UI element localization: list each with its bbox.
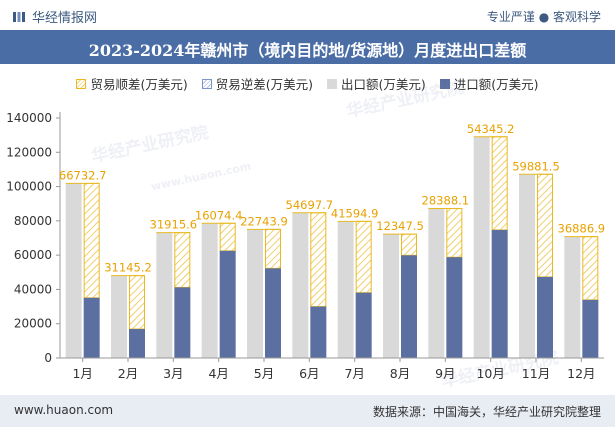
import-bar	[265, 268, 281, 358]
title-bar: 2023-2024年赣州市（境内目的地/货源地）月度进出口差额	[0, 30, 615, 64]
import-bar	[537, 276, 553, 358]
x-tick-label: 9月	[435, 366, 455, 381]
export-bar	[156, 232, 173, 358]
export-bar	[337, 221, 354, 358]
surplus-bar	[446, 208, 463, 258]
import-bar	[582, 299, 599, 358]
legend-item-deficit: 贸易逆差(万美元)	[201, 74, 313, 93]
import-bar	[310, 306, 327, 358]
surplus-bar	[491, 136, 508, 231]
legend-item-surplus: 贸易顺差(万美元)	[76, 74, 188, 93]
surplus-data-label: 16074.4	[195, 208, 243, 222]
import-bar	[174, 287, 191, 358]
export-bar	[564, 236, 581, 358]
export-bar	[428, 208, 445, 358]
brand-name: 华经情报网	[32, 11, 98, 26]
export-bar	[383, 234, 399, 358]
y-tick-label: 80000	[14, 214, 52, 228]
import-bar	[219, 250, 236, 358]
x-tick-label: 8月	[390, 366, 410, 381]
export-bar	[519, 174, 535, 358]
legend-swatch-deficit	[201, 78, 212, 89]
tagline: 专业严谨 ● 客观科学	[486, 10, 601, 24]
legend-item-import: 进口额(万美元)	[439, 74, 539, 93]
x-tick-label: 3月	[163, 366, 183, 381]
surplus-bar	[355, 220, 372, 294]
y-tick-label: 100000	[6, 180, 52, 194]
surplus-bar	[129, 275, 145, 330]
x-tick-label: 7月	[344, 366, 364, 381]
surplus-data-label: 31145.2	[104, 261, 152, 275]
x-tick-label: 11月	[522, 366, 550, 381]
import-bar	[129, 329, 145, 358]
surplus-bar	[219, 222, 236, 252]
x-axis: 1月 2月 3月 4月 5月 6月 7月 8月 9月 10月 11月 12月	[60, 357, 604, 381]
surplus-data-label: 22743.9	[240, 214, 288, 228]
chart-area: 020000400006000080000100000120000140000 …	[6, 111, 605, 381]
surplus-data-label: 36886.9	[558, 222, 606, 236]
surplus-bar	[265, 228, 281, 269]
surplus-bar	[83, 182, 100, 299]
export-bar	[111, 275, 127, 358]
y-axis: 0 20000 40000 60000 80000 100000 120000 140000	[6, 111, 61, 365]
legend-label-surplus: 贸易顺差(万美元)	[90, 77, 188, 92]
surplus-bar	[174, 232, 191, 288]
y-tick-label: 140000	[6, 111, 52, 125]
y-tick-label: 20000	[14, 317, 52, 331]
import-bar	[446, 257, 463, 358]
export-bar	[201, 223, 218, 358]
y-tick-label: 0	[44, 351, 52, 365]
y-tick-label: 40000	[14, 282, 52, 296]
footer-source: 数据来源：中国海关，华经产业研究院整理	[372, 405, 601, 419]
legend-item-export: 出口额(万美元)	[327, 74, 426, 93]
legend-label-deficit: 贸易逆差(万美元)	[215, 77, 313, 92]
export-bar	[247, 229, 263, 358]
surplus-bar	[582, 236, 599, 301]
x-tick-label: 4月	[208, 366, 228, 381]
x-tick-label: 1月	[72, 366, 92, 381]
surplus-data-label: 54697.7	[286, 198, 334, 212]
x-tick-label: 2月	[118, 366, 138, 381]
import-bar	[491, 229, 508, 358]
import-bar	[355, 292, 372, 358]
legend-label-import: 进口额(万美元)	[453, 77, 539, 92]
brand-logo-icon	[13, 11, 25, 22]
top-bar: 华经情报网 专业严谨 ● 客观科学	[0, 0, 615, 30]
import-bar	[401, 255, 417, 358]
legend-swatch-export	[327, 78, 337, 89]
y-tick-label: 60000	[14, 248, 52, 262]
x-tick-label: 12月	[567, 366, 595, 381]
export-bar	[292, 212, 309, 358]
surplus-data-label: 54345.2	[467, 122, 515, 136]
surplus-data-label: 66732.7	[59, 168, 107, 182]
x-tick-label: 5月	[254, 366, 274, 381]
x-tick-label: 10月	[476, 366, 504, 381]
export-bar	[65, 183, 82, 358]
legend-swatch-import	[439, 78, 450, 89]
surplus-bar	[537, 173, 553, 278]
import-bar	[83, 297, 100, 358]
footer-url: www.huaon.com	[14, 403, 114, 417]
y-tick-label: 120000	[6, 145, 52, 159]
surplus-data-label: 41594.9	[331, 206, 379, 220]
surplus-data-label: 31915.6	[150, 218, 198, 232]
chart-title: 2023-2024年赣州市（境内目的地/货源地）月度进出口差额	[88, 41, 527, 60]
surplus-data-label: 28388.1	[422, 194, 470, 208]
surplus-data-label: 59881.5	[512, 159, 560, 173]
x-tick-label: 6月	[299, 366, 319, 381]
legend-swatch-surplus	[76, 78, 87, 89]
surplus-bar	[401, 233, 417, 256]
surplus-bar	[310, 212, 327, 308]
brand: 华经情报网	[12, 7, 97, 26]
export-bar	[473, 136, 490, 358]
surplus-data-label: 12347.5	[376, 219, 424, 233]
chart-legend: 贸易顺差(万美元) 贸易逆差(万美元) 出口额(万美元) 进口额(万美元)	[0, 74, 615, 93]
legend-label-export: 出口额(万美元)	[341, 77, 426, 92]
footer: www.huaon.com 数据来源：中国海关，华经产业研究院整理	[0, 395, 615, 427]
